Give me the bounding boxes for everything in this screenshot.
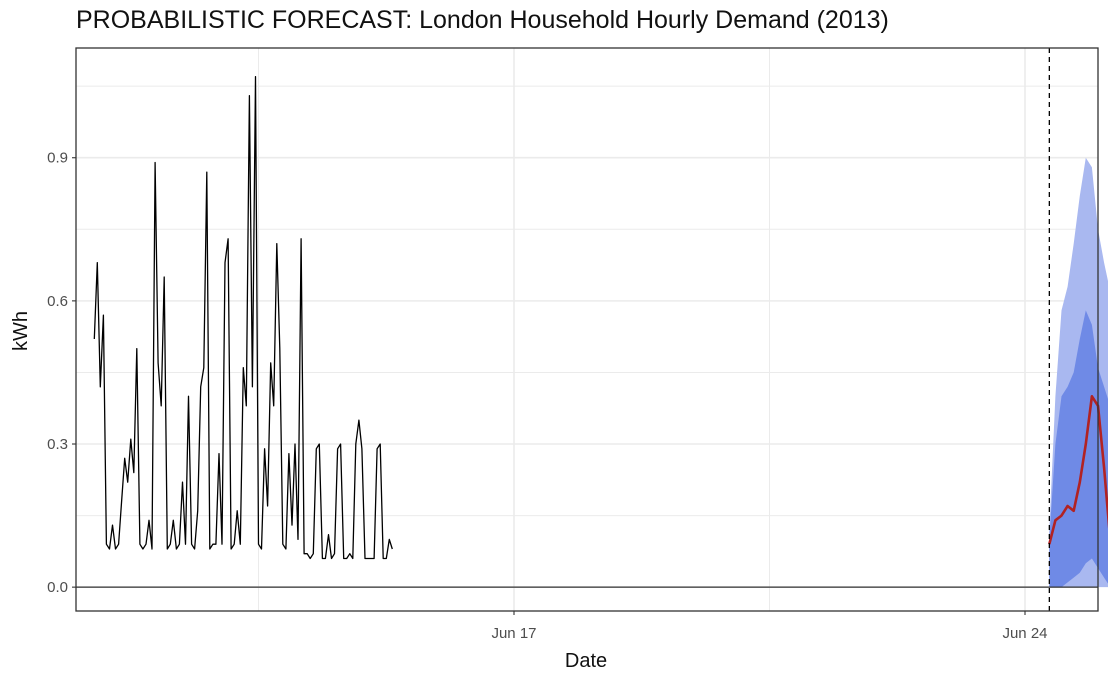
y-tick-label: 0.6 <box>47 293 68 310</box>
chart-title: PROBABILISTIC FORECAST: London Household… <box>76 6 889 34</box>
band-layer <box>1049 157 1108 588</box>
forecast-mean-line <box>1048 395 1108 545</box>
reference-layer <box>76 48 1098 611</box>
y-axis-title: kWh <box>10 311 32 351</box>
x-tick-label: Jun 17 <box>491 625 536 642</box>
series-layer <box>93 75 1108 560</box>
axis-layer: 0.0 0.3 0.6 0.9 Jun 17 Jun 24 <box>47 47 1099 642</box>
history-series-line <box>93 75 393 560</box>
x-tick-label: Jun 24 <box>1002 625 1047 642</box>
forecast-interval-inner <box>1049 310 1108 588</box>
grid-layer <box>76 48 1098 611</box>
panel-background <box>76 48 1098 611</box>
y-tick-label: 0.0 <box>47 579 68 596</box>
y-tick-label: 0.9 <box>47 150 68 167</box>
x-axis-title: Date <box>565 650 607 672</box>
y-tick-label: 0.3 <box>47 436 68 453</box>
panel-border <box>75 47 1099 612</box>
